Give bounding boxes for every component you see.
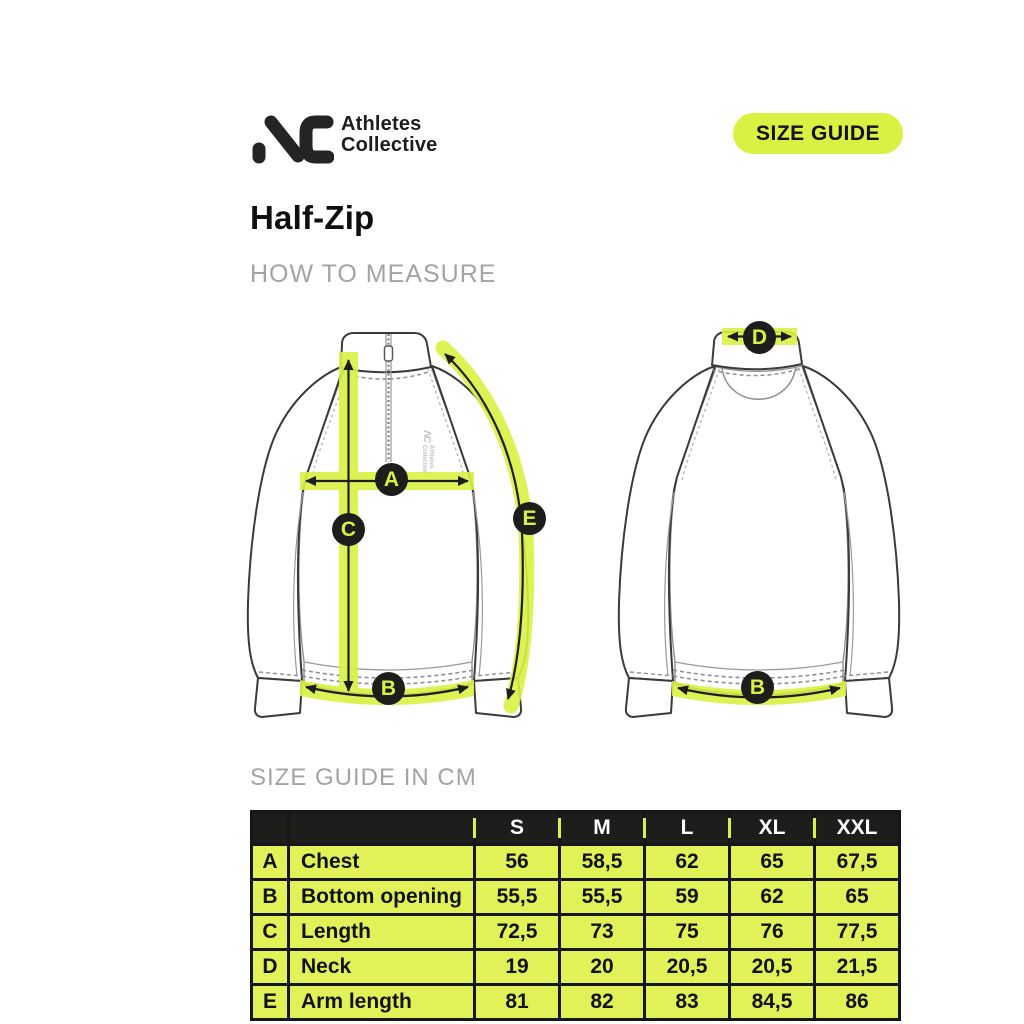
value-cell: 62 <box>643 843 731 881</box>
value-cell: 59 <box>643 878 731 916</box>
row-label: Neck <box>287 948 476 986</box>
brand-name: Athletes Collective <box>341 114 437 156</box>
value-cell: 58,5 <box>558 843 646 881</box>
value-cell: 65 <box>813 878 901 916</box>
brand-name-line1: Athletes <box>341 113 422 135</box>
marker-c: C <box>332 513 365 546</box>
value-cell: 75 <box>643 913 731 951</box>
value-cell: 73 <box>558 913 646 951</box>
column-header-l: L <box>643 810 731 846</box>
table-row-neck: D Neck 19 20 20,5 20,5 21,5 <box>250 948 901 986</box>
garment-chest-print: ΛC Athletes Collective <box>417 430 437 474</box>
value-cell: 81 <box>473 983 561 1021</box>
value-cell: 21,5 <box>813 948 901 986</box>
table-row-chest: A Chest 56 58,5 62 65 67,5 <box>250 843 901 881</box>
size-guide-badge: SIZE GUIDE <box>733 113 903 154</box>
garment-print-text: Athletes Collective <box>421 444 434 474</box>
row-label: Length <box>287 913 476 951</box>
marker-b-front: B <box>372 672 405 705</box>
table-row-arm-length: E Arm length 81 82 83 84,5 86 <box>250 983 901 1021</box>
header-letter-cell <box>250 810 290 846</box>
value-cell: 20 <box>558 948 646 986</box>
value-cell: 19 <box>473 948 561 986</box>
row-label: Chest <box>287 843 476 881</box>
value-cell: 20,5 <box>728 948 816 986</box>
value-cell: 76 <box>728 913 816 951</box>
row-letter: E <box>250 983 290 1021</box>
brand-name-line2: Collective <box>341 134 438 156</box>
column-header-xl: XL <box>728 810 816 846</box>
value-cell: 65 <box>728 843 816 881</box>
value-cell: 77,5 <box>813 913 901 951</box>
brand-logo-icon <box>250 112 334 166</box>
size-table-caption: SIZE GUIDE IN CM <box>250 764 477 791</box>
value-cell: 67,5 <box>813 843 901 881</box>
value-cell: 62 <box>728 878 816 916</box>
value-cell: 55,5 <box>473 878 561 916</box>
size-guide-badge-label: SIZE GUIDE <box>755 121 881 145</box>
how-to-measure-heading: HOW TO MEASURE <box>250 260 497 288</box>
garment-print-monogram: ΛC <box>421 430 433 442</box>
value-cell: 56 <box>473 843 561 881</box>
table-row-bottom-opening: B Bottom opening 55,5 55,5 59 62 65 <box>250 878 901 916</box>
row-label: Arm length <box>287 983 476 1021</box>
row-letter: A <box>250 843 290 881</box>
product-title: Half-Zip <box>250 199 375 236</box>
header-label-cell <box>287 810 476 846</box>
value-cell: 83 <box>643 983 731 1021</box>
value-cell: 84,5 <box>728 983 816 1021</box>
size-table: S M L XL XXL A Chest 56 58,5 62 65 67,5 <box>250 810 901 1021</box>
row-letter: C <box>250 913 290 951</box>
value-cell: 20,5 <box>643 948 731 986</box>
value-cell: 72,5 <box>473 913 561 951</box>
row-letter: D <box>250 948 290 986</box>
value-cell: 82 <box>558 983 646 1021</box>
table-row-length: C Length 72,5 73 75 76 77,5 <box>250 913 901 951</box>
row-label: Bottom opening <box>287 878 476 916</box>
column-header-m: M <box>558 810 646 846</box>
marker-d: D <box>743 321 776 354</box>
column-header-s: S <box>473 810 561 846</box>
value-cell: 86 <box>813 983 901 1021</box>
marker-e: E <box>513 502 546 535</box>
size-table-header-row: S M L XL XXL <box>250 810 901 846</box>
value-cell: 55,5 <box>558 878 646 916</box>
column-header-xxl: XXL <box>813 810 901 846</box>
row-letter: B <box>250 878 290 916</box>
marker-b-back: B <box>741 671 774 704</box>
back-garment-diagram <box>610 300 940 730</box>
marker-a: A <box>375 463 408 496</box>
